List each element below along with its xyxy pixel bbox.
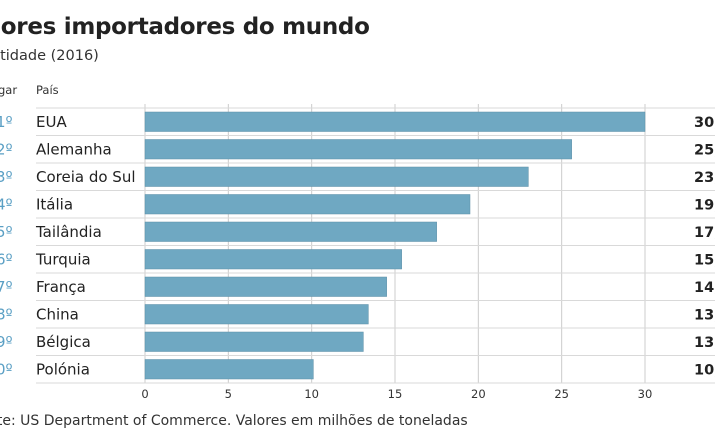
country-label: Itália (36, 195, 73, 213)
value-label: 15, (694, 252, 715, 268)
rank-label: 6º (0, 250, 13, 268)
country-label: Coreia do Sul (36, 168, 136, 186)
value-label: 13, (694, 335, 715, 351)
bar-coreia-do-sul (144, 166, 529, 187)
chart-source: nte: US Department of Commerce. Valores … (0, 413, 468, 429)
chart-subtitle: antidade (2016) (0, 48, 99, 64)
country-label: Tailândia (35, 223, 102, 241)
chart-title: aiores importadores do mundo (0, 14, 370, 40)
rank-label: 7º (0, 278, 13, 296)
x-tick-label: 15 (388, 387, 403, 401)
country-label: Alemanha (36, 140, 112, 158)
value-label: 10, (694, 362, 715, 378)
value-label: 13, (694, 307, 715, 323)
rank-column-header: gar (0, 83, 18, 97)
country-column-header: País (36, 83, 59, 97)
rank-label: 8º (0, 305, 13, 323)
bar-itália (144, 194, 471, 215)
value-label: 23, (694, 170, 715, 186)
bar-bélgica (144, 331, 364, 352)
country-label: EUA (36, 113, 67, 131)
bar-alemanha (144, 139, 572, 160)
bar-polónia (144, 359, 314, 380)
bar-eua (144, 111, 646, 132)
bar-china (144, 304, 369, 325)
country-label: Bélgica (36, 333, 91, 351)
bar-frança (144, 276, 387, 297)
country-label: França (36, 278, 86, 296)
rank-label: 1º (0, 113, 13, 131)
x-tick-label: 25 (554, 387, 569, 401)
x-tick-label: 20 (471, 387, 486, 401)
x-tick-label: 0 (141, 387, 148, 401)
value-label: 14, (694, 280, 715, 296)
country-label: Turquia (35, 250, 91, 268)
rank-label: 4º (0, 195, 13, 213)
x-tick-label: 5 (225, 387, 232, 401)
value-label: 30, (694, 115, 715, 131)
rank-label: 9º (0, 333, 13, 351)
country-label: China (36, 305, 79, 323)
value-label: 25, (694, 142, 715, 158)
country-label: Polónia (36, 360, 90, 378)
rank-label: 2º (0, 140, 13, 158)
bar-turquia (144, 249, 402, 270)
rank-label: 0º (0, 360, 13, 378)
x-tick-label: 10 (304, 387, 319, 401)
x-tick-label: 30 (638, 387, 653, 401)
bar-tailândia (144, 221, 437, 242)
rank-label: 3º (0, 168, 13, 186)
value-label: 17, (694, 225, 715, 241)
rank-label: 5º (0, 223, 13, 241)
value-label: 19, (694, 197, 715, 213)
